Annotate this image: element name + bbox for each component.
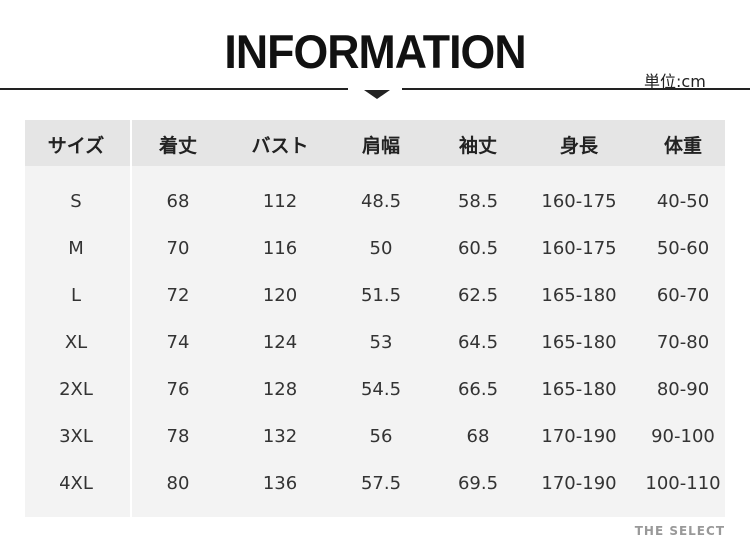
table-cell: 170-190	[541, 426, 617, 447]
table-cell: 112	[262, 191, 298, 212]
table-cell: 60.5	[457, 238, 499, 259]
table-cell: 124	[262, 332, 298, 353]
table-cell: 80-90	[656, 379, 710, 400]
table-cell: 53	[369, 332, 393, 353]
table-cell: 50	[369, 238, 393, 259]
triangle-down-icon	[364, 90, 390, 99]
page-title: INFORMATION	[224, 25, 526, 78]
table-cell: 62.5	[457, 285, 499, 306]
watermark: THE SELECT	[634, 524, 725, 538]
table-cell: 78	[166, 426, 190, 447]
table-cell: 76	[166, 379, 190, 400]
table-cell: 72	[166, 285, 190, 306]
column-header: バスト	[251, 135, 309, 157]
unit-label: 単位:cm	[644, 72, 706, 91]
table-cell: 165-180	[541, 379, 617, 400]
table-cell: 136	[262, 473, 298, 494]
table-cell: 66.5	[457, 379, 499, 400]
column-divider	[130, 120, 132, 517]
table-cell: 160-175	[541, 191, 617, 212]
table-cell: 165-180	[541, 285, 617, 306]
table-header	[25, 120, 725, 166]
table-cell: 170-190	[541, 473, 617, 494]
table-cell: 132	[262, 426, 298, 447]
table-cell: 54.5	[360, 379, 402, 400]
column-header: 着丈	[158, 135, 197, 157]
table-cell: 120	[262, 285, 298, 306]
table-cell: 50-60	[656, 238, 710, 259]
table-cell: 160-175	[541, 238, 617, 259]
size-label: M	[68, 238, 84, 259]
size-label: 2XL	[59, 379, 93, 400]
table-cell: 70-80	[656, 332, 710, 353]
table-cell: 74	[166, 332, 190, 353]
table-cell: 90-100	[651, 426, 715, 447]
column-header: 体重	[663, 135, 702, 157]
column-header: 肩幅	[361, 135, 400, 157]
table-cell: 48.5	[360, 191, 402, 212]
table-cell: 70	[166, 238, 190, 259]
table-cell: 68	[166, 191, 190, 212]
table-cell: 60-70	[656, 285, 710, 306]
table-cell: 68	[466, 426, 490, 447]
size-label: 4XL	[59, 473, 93, 494]
table-cell: 40-50	[656, 191, 710, 212]
column-header: 袖丈	[458, 135, 497, 157]
size-label: 3XL	[59, 426, 93, 447]
table-cell: 64.5	[457, 332, 499, 353]
size-label: XL	[64, 332, 88, 353]
size-label: L	[70, 285, 82, 306]
column-header: 身長	[559, 135, 598, 157]
size-table: サイズ 着丈 バスト 肩幅 袖丈 身長 体重 S 68 112 48.5 58.5 160-175 40-…	[25, 120, 725, 517]
table-cell: 128	[262, 379, 298, 400]
table-cell: 165-180	[541, 332, 617, 353]
table-cell: 58.5	[457, 191, 499, 212]
table-cell: 51.5	[360, 285, 402, 306]
table-cell: 116	[262, 238, 298, 259]
column-header: サイズ	[47, 135, 105, 157]
table-cell: 100-110	[645, 473, 721, 494]
table-cell: 57.5	[360, 473, 402, 494]
table-cell: 56	[369, 426, 393, 447]
table-cell: 80	[166, 473, 190, 494]
size-label: S	[70, 191, 82, 212]
table-cell: 69.5	[457, 473, 499, 494]
divider-line-right	[402, 88, 750, 90]
divider-line-left	[0, 88, 348, 90]
